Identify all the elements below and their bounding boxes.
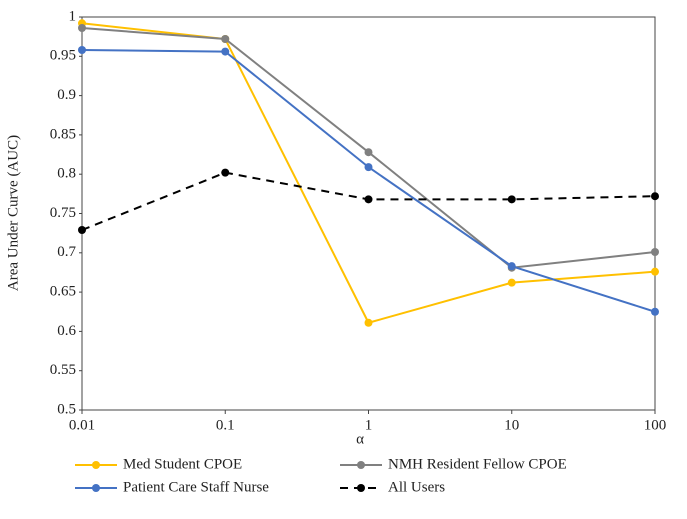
x-tick-label: 0.1 — [216, 417, 235, 433]
series-point — [651, 267, 659, 276]
x-tick-label: 100 — [644, 417, 667, 433]
series-point — [364, 163, 373, 172]
series-point — [364, 195, 373, 204]
series-point — [507, 195, 516, 204]
x-axis-label: α — [356, 431, 364, 447]
legend-label: Med Student CPOE — [123, 456, 242, 472]
series-point — [651, 248, 659, 257]
legend-marker — [357, 484, 365, 492]
y-tick-label: 0.95 — [50, 48, 76, 64]
x-tick-label: 1 — [365, 417, 373, 433]
series-point — [78, 24, 86, 33]
series-point — [651, 192, 659, 201]
series-point — [221, 35, 230, 44]
y-tick-label: 0.8 — [57, 166, 76, 182]
series-point — [507, 278, 516, 287]
series-point — [507, 262, 516, 271]
series-line — [81, 49, 656, 313]
series-line — [81, 27, 656, 269]
y-tick-label: 0.75 — [50, 205, 76, 221]
x-tick-label: 10 — [504, 417, 519, 433]
series-point — [78, 46, 86, 55]
series-point — [651, 307, 659, 316]
series-point — [221, 47, 230, 56]
legend-marker — [92, 484, 100, 492]
x-tick-label: 0.01 — [69, 417, 95, 433]
y-tick-label: 0.65 — [50, 284, 76, 300]
y-axis-label: Area Under Curve (AUC) — [5, 135, 21, 291]
legend-marker — [92, 461, 100, 469]
legend-label: Patient Care Staff Nurse — [123, 479, 269, 495]
series-point — [364, 318, 373, 327]
y-tick-label: 0.5 — [57, 401, 76, 417]
series-line — [81, 22, 656, 324]
y-tick-label: 1 — [69, 8, 77, 24]
legend-label: NMH Resident Fellow CPOE — [388, 456, 567, 472]
y-tick-label: 0.6 — [57, 323, 76, 339]
legend-label: All Users — [388, 479, 445, 495]
y-tick-label: 0.55 — [50, 362, 76, 378]
series-point — [78, 226, 86, 235]
y-tick-label: 0.7 — [57, 244, 76, 260]
series-point — [221, 168, 230, 177]
y-tick-label: 0.85 — [50, 126, 76, 142]
y-tick-label: 0.9 — [57, 87, 76, 103]
series-point — [364, 148, 373, 157]
plot-frame — [81, 16, 656, 411]
legend-marker — [357, 461, 365, 469]
